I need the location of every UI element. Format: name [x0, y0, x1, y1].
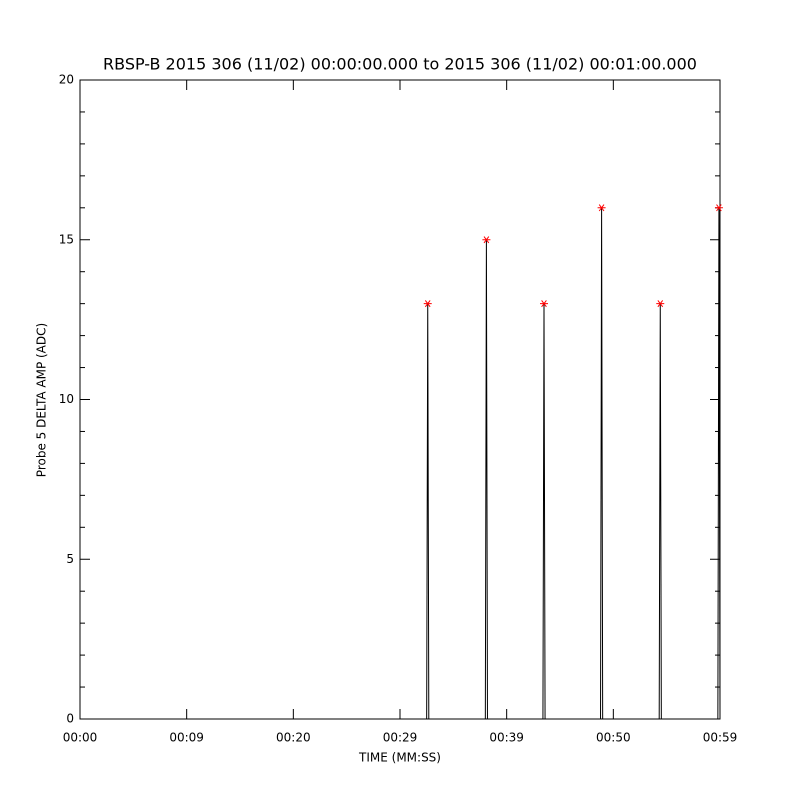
peak-marker: [540, 300, 548, 308]
x-tick-label: 00:20: [276, 731, 311, 745]
peak-marker: [656, 300, 665, 308]
peak-marker: [714, 204, 723, 212]
x-tick-label: 00:39: [489, 731, 524, 745]
x-tick-label: 00:09: [169, 731, 204, 745]
y-tick-label: 0: [66, 712, 74, 726]
x-axis-label: TIME (MM:SS): [358, 751, 441, 765]
chart-title: RBSP-B 2015 306 (11/02) 00:00:00.000 to …: [103, 55, 697, 74]
peak-marker: [423, 300, 432, 308]
x-tick-label: 00:50: [596, 731, 631, 745]
peak-marker: [597, 204, 606, 212]
peak-marker: [482, 236, 491, 244]
y-tick-label: 20: [59, 73, 74, 87]
x-tick-label: 00:00: [63, 731, 98, 745]
x-tick-label: 00:59: [703, 731, 738, 745]
y-tick-label: 5: [66, 552, 74, 566]
y-tick-label: 15: [59, 232, 74, 246]
plot-frame: [79, 79, 721, 720]
y-tick-label: 10: [59, 392, 74, 406]
x-tick-label: 00:29: [383, 731, 418, 745]
data-line: [426, 207, 721, 720]
y-axis-label: Probe 5 DELTA AMP (ADC): [35, 323, 49, 477]
